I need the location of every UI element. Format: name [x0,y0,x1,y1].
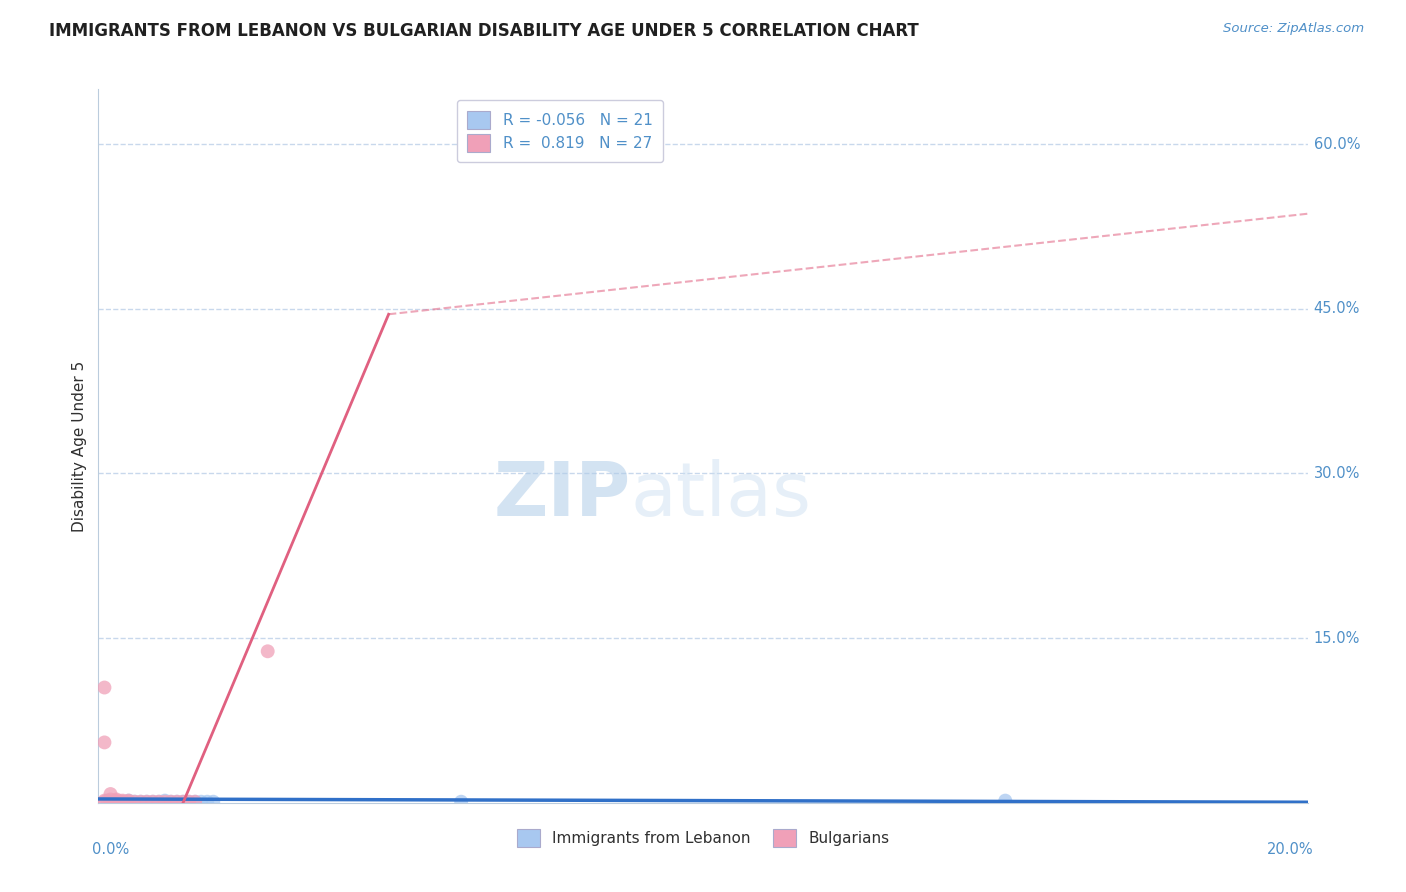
Point [184,795,207,809]
Point [111,795,134,809]
Point [202,795,225,809]
Point [190,795,212,809]
Text: 30.0%: 30.0% [1313,466,1360,481]
Point [172,795,194,809]
Text: IMMIGRANTS FROM LEBANON VS BULGARIAN DISABILITY AGE UNDER 5 CORRELATION CHART: IMMIGRANTS FROM LEBANON VS BULGARIAN DIS… [49,22,920,40]
Point [142,795,165,809]
Point [184,795,207,809]
Point [93,681,115,695]
Point [124,795,146,809]
Text: atlas: atlas [630,459,811,533]
Point [195,795,218,809]
Point [148,795,170,809]
Point [160,795,183,809]
Point [93,794,115,808]
Point [118,794,141,808]
Point [153,794,176,808]
Point [179,795,201,809]
Point [118,795,141,809]
Point [100,787,122,801]
Point [153,795,176,809]
Point [105,794,128,808]
Point [100,792,122,806]
Point [166,795,188,809]
Point [111,795,134,809]
Text: 20.0%: 20.0% [1267,842,1313,857]
Text: 15.0%: 15.0% [1313,631,1360,646]
Point [124,795,146,809]
Text: Source: ZipAtlas.com: Source: ZipAtlas.com [1223,22,1364,36]
Point [93,735,115,749]
Point [100,795,122,809]
Point [111,794,134,808]
Point [142,795,165,809]
Legend: Immigrants from Lebanon, Bulgarians: Immigrants from Lebanon, Bulgarians [508,820,898,855]
Point [118,794,141,808]
Point [111,795,134,809]
Point [166,795,188,809]
Y-axis label: Disability Age Under 5: Disability Age Under 5 [72,360,87,532]
Point [160,795,183,809]
Point [256,644,278,658]
Point [148,795,170,809]
Text: 45.0%: 45.0% [1313,301,1360,317]
Point [450,795,472,809]
Point [105,795,128,809]
Point [135,795,157,809]
Text: 60.0%: 60.0% [1313,136,1360,152]
Point [100,795,122,809]
Point [93,795,115,809]
Point [105,792,128,806]
Point [96,794,118,808]
Text: ZIP: ZIP [494,459,630,533]
Point [172,795,194,809]
Point [105,795,128,809]
Point [179,795,201,809]
Point [129,795,152,809]
Text: 0.0%: 0.0% [93,842,129,857]
Point [129,795,152,809]
Point [135,795,157,809]
Point [994,794,1017,808]
